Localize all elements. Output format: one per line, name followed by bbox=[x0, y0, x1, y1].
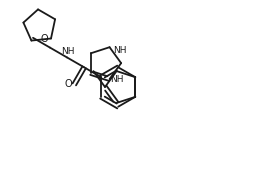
Text: NH: NH bbox=[113, 46, 127, 55]
Text: NH: NH bbox=[61, 47, 75, 57]
Text: O: O bbox=[40, 34, 48, 44]
Text: O: O bbox=[65, 79, 72, 89]
Text: NH: NH bbox=[110, 75, 123, 84]
